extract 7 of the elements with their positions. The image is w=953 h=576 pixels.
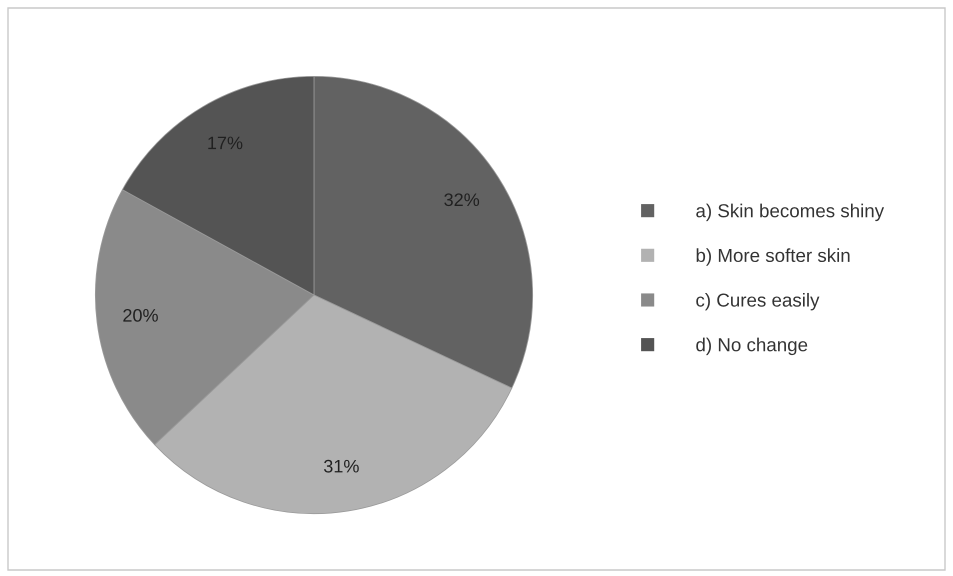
legend-label: d) No change <box>696 338 808 356</box>
data-label: 31% <box>324 460 359 473</box>
data-label: 32% <box>444 193 480 206</box>
data-label: 20% <box>123 308 158 322</box>
legend-label: c) Cures easily <box>696 292 820 310</box>
legend-label: a) Skin becomes shiny <box>696 204 884 222</box>
legend-label: b) More softer skin <box>696 248 850 266</box>
